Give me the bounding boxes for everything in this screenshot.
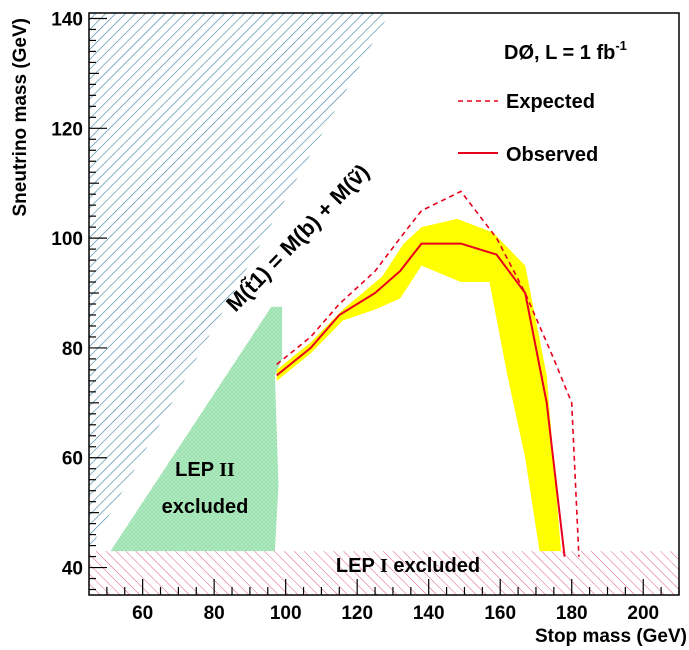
axes: 60 80 100 120 140 160 180 200 40 60 80 100 120 140 <box>51 9 680 624</box>
y-tick-label: 40 <box>62 559 83 580</box>
y-tick-label: 120 <box>51 119 83 140</box>
observed-limit-line <box>276 242 566 557</box>
lep1-label: LEP I excluded <box>336 555 480 577</box>
x-tick-label: 160 <box>484 603 516 624</box>
x-tick-label: 100 <box>270 603 302 624</box>
legend-observed-label: Observed <box>506 144 598 166</box>
y-tick-label: 60 <box>62 449 83 470</box>
y-axis-label: Sneutrino mass (GeV) <box>10 18 31 217</box>
y-tick-label: 80 <box>62 339 83 360</box>
x-tick-label: 200 <box>627 603 659 624</box>
y-tick-label: 140 <box>51 9 83 30</box>
x-axis-label: Stop mass (GeV) <box>535 626 687 647</box>
y-tick-label: 100 <box>51 229 83 250</box>
x-tick-label: 140 <box>413 603 445 624</box>
y-tick-labels: 40 60 80 100 120 140 <box>51 9 83 579</box>
expected-uncertainty-band <box>276 218 561 552</box>
legend-header: DØ, L = 1 fb-1 <box>504 38 627 64</box>
lep2-label-line2: excluded <box>162 496 249 518</box>
legend: DØ, L = 1 fb-1 Expected Observed <box>458 38 627 166</box>
x-ticks <box>106 579 680 595</box>
x-tick-label: 180 <box>556 603 588 624</box>
kinematic-forbidden-region <box>89 13 390 552</box>
x-tick-labels: 60 80 100 120 140 160 180 200 <box>132 603 659 624</box>
x-tick-label: 120 <box>341 603 373 624</box>
legend-expected-label: Expected <box>506 91 595 113</box>
region-layer <box>89 13 679 595</box>
lep2-excluded-region <box>110 306 283 552</box>
x-tick-label: 60 <box>132 603 153 624</box>
lep2-label-line1: LEP II <box>175 459 235 481</box>
expected-limit-line <box>276 190 580 557</box>
y-ticks <box>89 17 107 591</box>
x-tick-label: 80 <box>204 603 225 624</box>
lep1-excluded-region <box>89 551 679 595</box>
